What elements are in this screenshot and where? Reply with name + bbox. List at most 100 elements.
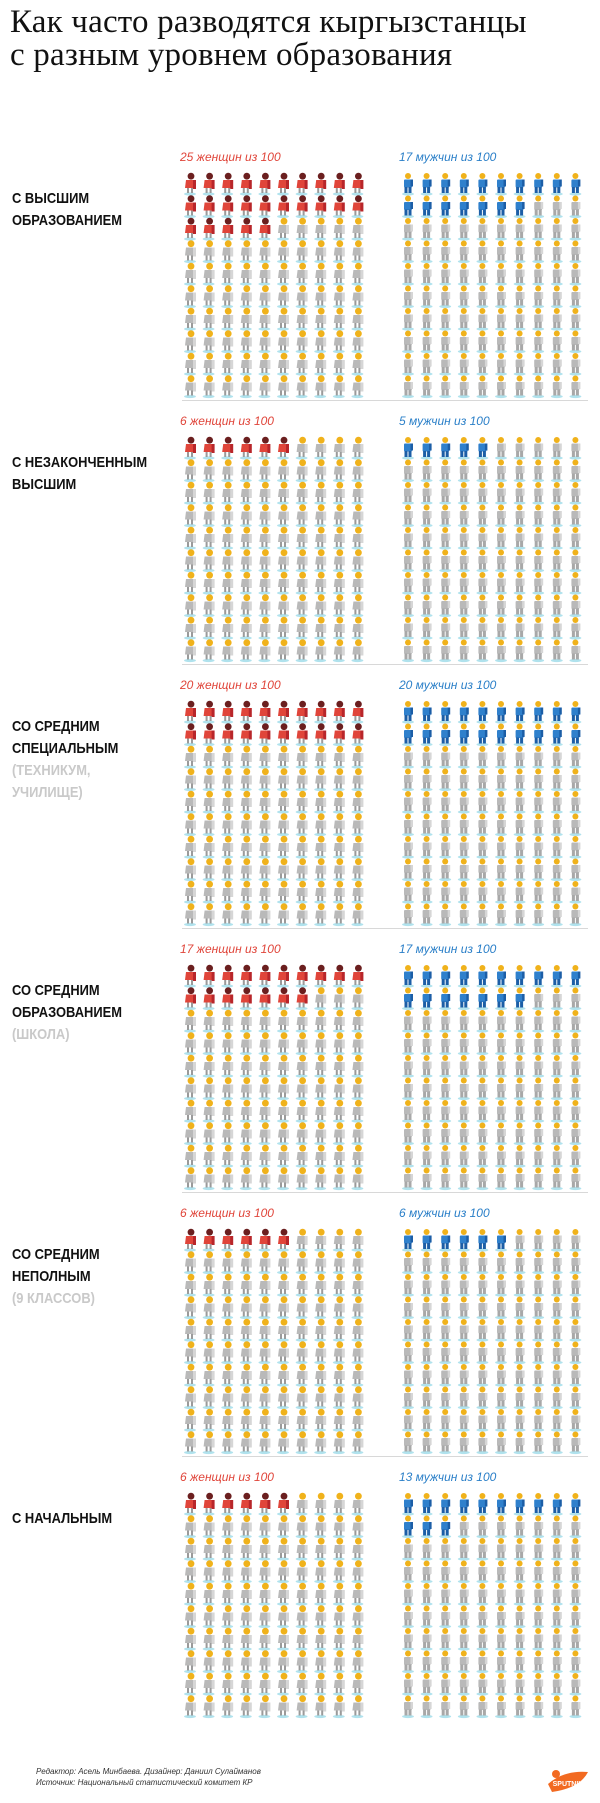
section-label-line: С начальным [12,1510,113,1527]
section-sublabel-line: училище) [12,784,83,801]
woman-icon [295,1650,308,1674]
man-icon [402,572,414,595]
woman-icon [314,571,327,595]
man-icon [532,1409,545,1432]
man-icon [476,1695,489,1719]
man-icon [420,1100,433,1123]
man-icon [476,1386,489,1410]
man-icon [476,1032,489,1056]
man-icon-highlighted [457,173,470,196]
woman-icon [332,616,345,640]
woman-icon [351,240,364,264]
man-icon [532,1296,545,1320]
woman-icon [239,1099,252,1123]
woman-icon [332,1560,345,1584]
woman-icon [295,790,308,814]
woman-icon [332,1054,345,1078]
woman-icon [221,1582,234,1606]
woman-icon [332,330,345,354]
woman-icon [239,375,252,399]
man-icon [495,858,507,882]
man-icon-highlighted [402,987,414,1011]
man-icon [569,1673,582,1696]
woman-icon [202,880,215,904]
man-icon [402,1409,414,1432]
woman-icon [221,880,234,904]
woman-icon [184,504,196,528]
woman-icon [314,1273,327,1297]
man-icon-highlighted [513,965,526,988]
woman-icon [202,1537,215,1561]
woman-icon [202,835,215,859]
woman-icon [351,1251,364,1275]
education-section: Со средним специальным (техникум, училище) 2… [0,678,600,942]
woman-icon [258,1032,271,1056]
man-icon [532,1695,545,1719]
man-icon [550,768,563,792]
woman-icon-highlighted [221,700,234,724]
woman-icon [221,549,234,573]
section-divider [182,664,588,665]
women-caption: 6 женщин из 100 [180,1470,274,1484]
man-icon [476,482,489,505]
woman-icon [332,481,345,505]
woman-icon [314,987,327,1011]
woman-icon [295,217,308,241]
man-icon-highlighted [476,173,489,196]
woman-icon [258,594,271,618]
woman-icon [221,639,234,663]
woman-icon [277,1650,289,1674]
man-icon [569,1431,582,1455]
section-label: Со средним образованием (школа) [12,980,154,1046]
woman-icon [351,1341,364,1365]
man-icon [532,482,545,505]
man-icon [550,527,563,550]
man-icon [495,1296,507,1320]
man-icon [457,813,470,837]
man-icon [495,746,507,769]
woman-icon [351,1537,364,1561]
man-icon-highlighted [495,1229,507,1252]
woman-icon [221,1341,234,1365]
man-icon [420,572,433,595]
man-icon [420,459,433,483]
man-icon-highlighted [476,723,489,747]
woman-icon [202,504,215,528]
woman-icon [258,1672,271,1696]
man-icon-highlighted [550,723,563,747]
man-icon [439,1122,452,1146]
man-icon [402,768,414,792]
man-icon [532,375,545,399]
man-icon [550,813,563,837]
woman-icon [239,745,252,769]
woman-icon [314,217,327,241]
woman-icon [184,594,196,618]
woman-icon [351,1144,364,1168]
woman-icon [258,504,271,528]
man-icon [402,1386,414,1410]
man-icon [476,639,489,663]
man-icon [532,1122,545,1146]
man-icon [402,549,414,573]
section-label-line: образованием [12,212,122,229]
woman-icon [277,1341,289,1365]
man-icon [439,263,452,286]
man-icon [402,527,414,550]
woman-icon-highlighted [314,195,327,219]
man-icon [439,594,452,618]
man-icon [513,218,526,241]
man-icon [569,903,582,927]
man-icon [457,375,470,399]
woman-icon [184,639,196,663]
man-icon [569,813,582,837]
woman-icon [295,1695,308,1719]
man-icon [569,768,582,792]
man-icon [569,1077,582,1101]
man-icon [476,1673,489,1696]
woman-icon [258,1273,271,1297]
man-icon [495,285,507,309]
man-icon [495,375,507,399]
woman-icon-highlighted [258,1492,271,1516]
woman-icon [351,1009,364,1033]
woman-icon [258,835,271,859]
